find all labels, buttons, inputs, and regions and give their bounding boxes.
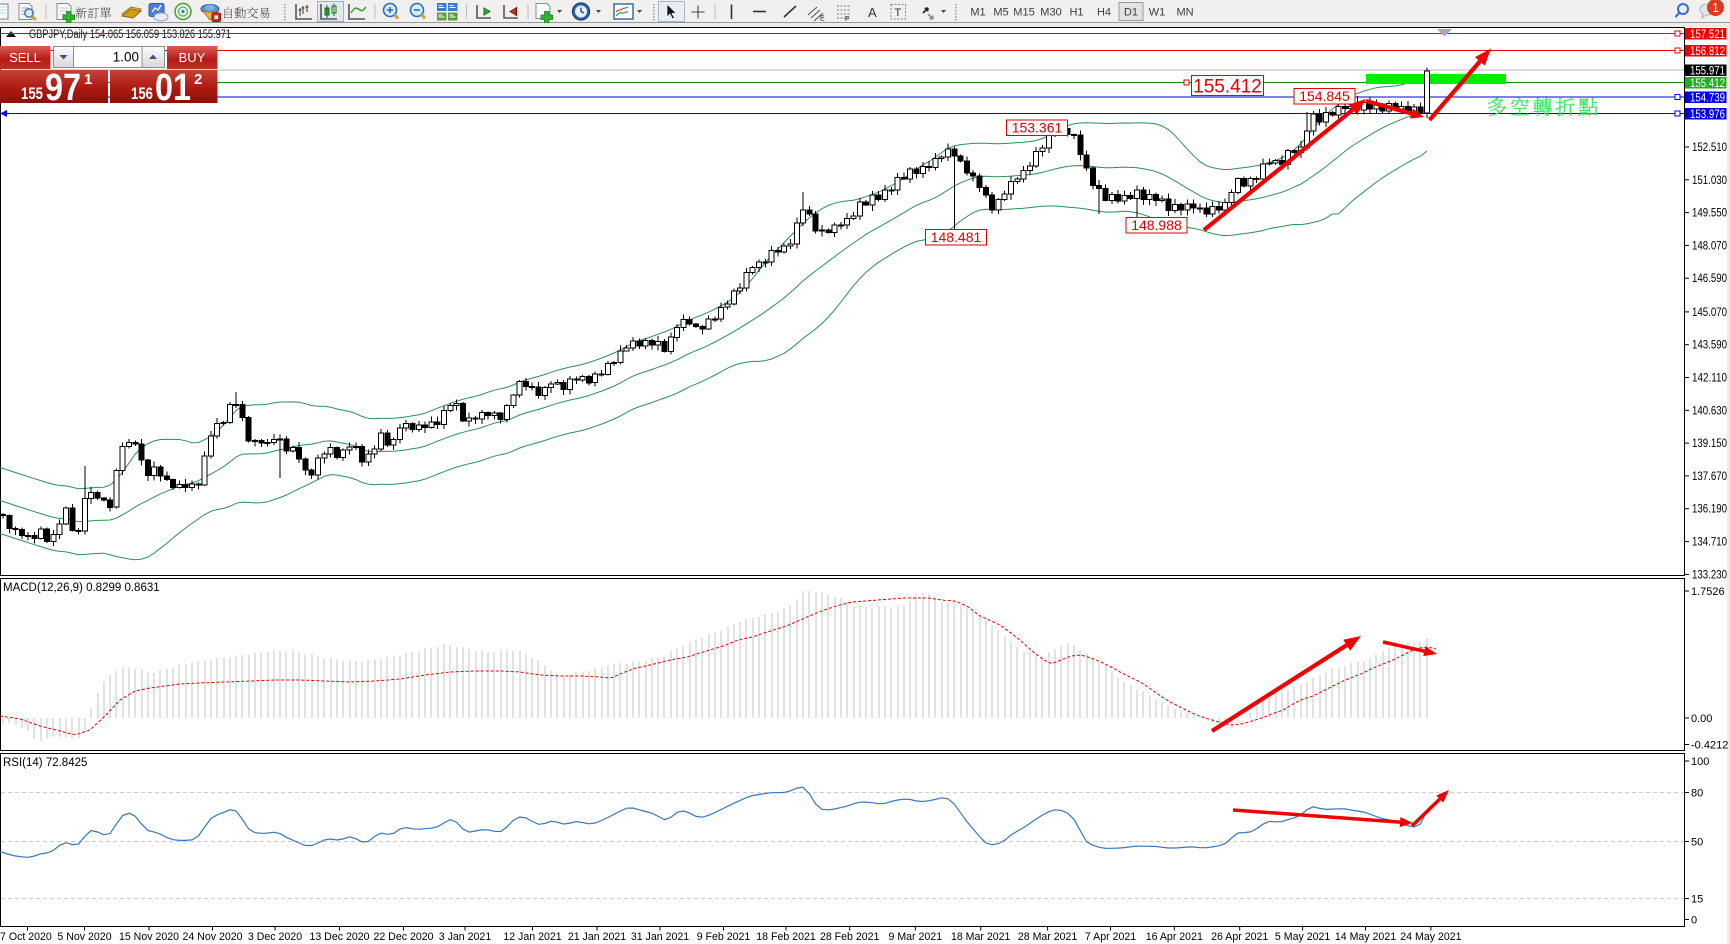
svg-text:01: 01: [155, 67, 191, 109]
svg-text:22 Dec 2020: 22 Dec 2020: [373, 931, 433, 943]
svg-text:153.361: 153.361: [1012, 120, 1063, 136]
svg-text:154.739: 154.739: [1690, 93, 1725, 105]
svg-text:15 Nov 2020: 15 Nov 2020: [119, 931, 179, 943]
svg-text:T: T: [895, 7, 902, 19]
svg-text:134.710: 134.710: [1692, 537, 1727, 549]
svg-text:M30: M30: [1040, 7, 1061, 19]
svg-text:155.971: 155.971: [1690, 66, 1725, 78]
svg-text:1.7526: 1.7526: [1691, 586, 1725, 598]
svg-text:RSI(14) 72.8425: RSI(14) 72.8425: [3, 757, 87, 769]
svg-text:D1: D1: [1124, 7, 1138, 19]
svg-text:28 Mar 2021: 28 Mar 2021: [1018, 931, 1078, 943]
svg-text:100: 100: [1691, 756, 1709, 768]
svg-text:153.976: 153.976: [1690, 109, 1725, 121]
svg-text:9 Feb 2021: 9 Feb 2021: [697, 931, 751, 943]
svg-text:BUY: BUY: [179, 50, 206, 65]
svg-text:97: 97: [45, 67, 81, 109]
svg-text:SELL: SELL: [9, 50, 41, 65]
svg-text:M5: M5: [993, 7, 1008, 19]
svg-text:M1: M1: [970, 7, 985, 19]
svg-text:140.630: 140.630: [1692, 405, 1727, 417]
svg-text:50: 50: [1691, 837, 1703, 849]
svg-text:A: A: [868, 5, 877, 20]
svg-text:5 May 2021: 5 May 2021: [1275, 931, 1330, 943]
svg-text:148.988: 148.988: [1131, 217, 1182, 233]
svg-text:142.110: 142.110: [1692, 373, 1727, 385]
svg-text:80: 80: [1691, 788, 1703, 800]
svg-text:3 Dec 2020: 3 Dec 2020: [248, 931, 302, 943]
svg-text:H4: H4: [1097, 7, 1111, 19]
svg-text:143.590: 143.590: [1692, 340, 1727, 352]
svg-text:0: 0: [1691, 915, 1697, 927]
svg-text:149.550: 149.550: [1692, 208, 1727, 220]
svg-text:155.412: 155.412: [1193, 77, 1262, 98]
svg-text:H1: H1: [1069, 7, 1083, 19]
svg-text:14 May 2021: 14 May 2021: [1335, 931, 1396, 943]
svg-text:F: F: [845, 16, 849, 23]
svg-text:0.00: 0.00: [1691, 713, 1712, 725]
svg-text:156: 156: [131, 84, 153, 103]
svg-text:3 Jan 2021: 3 Jan 2021: [439, 931, 492, 943]
svg-text:156.812: 156.812: [1690, 46, 1725, 58]
svg-text:146.590: 146.590: [1692, 273, 1727, 285]
svg-text:21 Jan 2021: 21 Jan 2021: [568, 931, 626, 943]
svg-text:24 Nov 2020: 24 Nov 2020: [182, 931, 242, 943]
svg-text:9 Mar 2021: 9 Mar 2021: [889, 931, 943, 943]
svg-text:155.412: 155.412: [1690, 78, 1725, 90]
svg-text:31 Jan 2021: 31 Jan 2021: [631, 931, 689, 943]
svg-text:136.190: 136.190: [1692, 504, 1727, 516]
svg-text:GBPJPY,Daily 154.065 156.059: GBPJPY,Daily 154.065 156.059 153.826 155…: [29, 29, 231, 41]
svg-text:24 May 2021: 24 May 2021: [1400, 931, 1461, 943]
svg-text:18 Mar 2021: 18 Mar 2021: [951, 931, 1011, 943]
svg-text:148.070: 148.070: [1692, 240, 1727, 252]
svg-text:1: 1: [1712, 1, 1719, 15]
svg-text:M15: M15: [1013, 7, 1034, 19]
svg-text:151.030: 151.030: [1692, 175, 1727, 187]
svg-text:139.150: 139.150: [1692, 438, 1727, 450]
svg-text:W1: W1: [1149, 7, 1166, 19]
svg-text:2: 2: [194, 71, 202, 88]
svg-text:5 Nov 2020: 5 Nov 2020: [57, 931, 111, 943]
svg-text:145.070: 145.070: [1692, 307, 1727, 319]
svg-text:1: 1: [84, 71, 92, 88]
svg-text:7 Apr 2021: 7 Apr 2021: [1085, 931, 1136, 943]
svg-text:MN: MN: [1176, 7, 1193, 19]
svg-text:15: 15: [1691, 894, 1703, 906]
svg-text:16 Apr 2021: 16 Apr 2021: [1146, 931, 1203, 943]
svg-text:E: E: [820, 16, 825, 23]
svg-text:7 Oct 2020: 7 Oct 2020: [0, 931, 52, 943]
svg-text:155: 155: [21, 84, 43, 103]
svg-text:1.00: 1.00: [113, 50, 139, 65]
svg-text:157.521: 157.521: [1690, 29, 1725, 41]
svg-text:26 Apr 2021: 26 Apr 2021: [1211, 931, 1268, 943]
svg-text:18 Feb 2021: 18 Feb 2021: [756, 931, 816, 943]
svg-text:28 Feb 2021: 28 Feb 2021: [820, 931, 880, 943]
svg-text:154.845: 154.845: [1299, 88, 1350, 104]
svg-text:148.481: 148.481: [931, 229, 982, 245]
svg-text:12 Jan 2021: 12 Jan 2021: [503, 931, 561, 943]
svg-text:152.510: 152.510: [1692, 142, 1727, 154]
svg-text:-0.4212: -0.4212: [1691, 740, 1728, 752]
svg-text:13 Dec 2020: 13 Dec 2020: [309, 931, 369, 943]
svg-text:133.230: 133.230: [1692, 569, 1727, 581]
svg-text:MACD(12,26,9) 0.8299 0.8631: MACD(12,26,9) 0.8299 0.8631: [3, 582, 160, 594]
svg-text:137.670: 137.670: [1692, 471, 1727, 483]
